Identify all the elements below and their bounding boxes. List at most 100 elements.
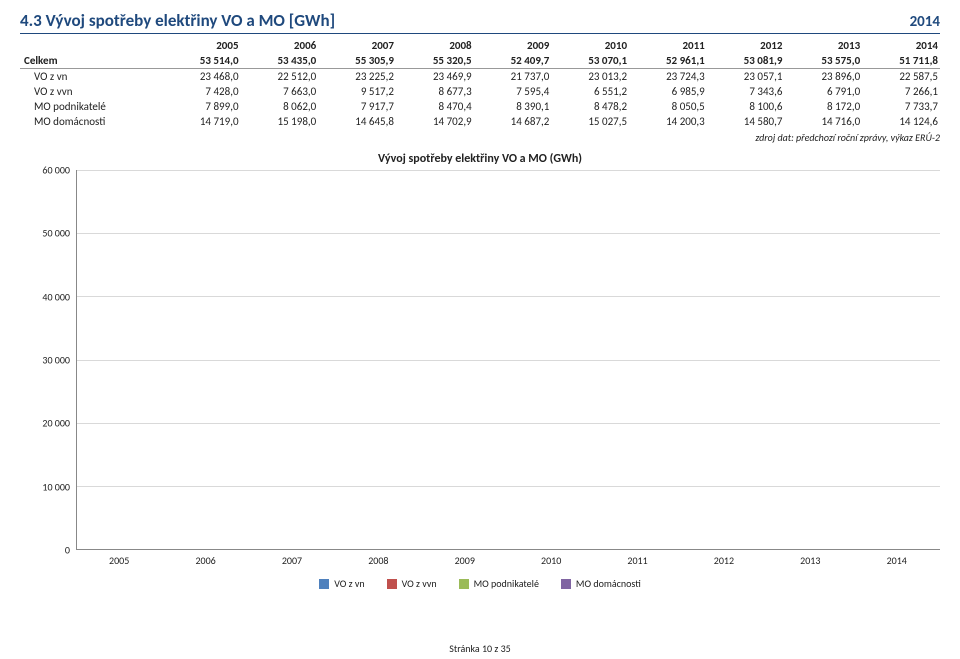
chart-legend-label: VO z vn [334, 577, 364, 590]
chart-gridline [77, 170, 940, 171]
table-header-year: 2008 [396, 38, 474, 53]
chart-x-label: 2011 [609, 550, 665, 567]
table-row: MO podnikatelé7 899,08 062,07 917,78 470… [20, 99, 940, 114]
table-cell: 14 702,9 [396, 114, 474, 129]
table-row: VO z vvn7 428,07 663,09 517,28 677,37 59… [20, 84, 940, 99]
chart-y-label: 30 000 [42, 354, 70, 367]
chart-y-axis: 010 00020 00030 00040 00050 00060 000 [20, 170, 76, 550]
table-header-year: 2006 [241, 38, 319, 53]
table-cell: 14 719,0 [163, 114, 241, 129]
table-cell: 55 320,5 [396, 53, 474, 69]
table-header-year: 2011 [629, 38, 707, 53]
table-cell: 8 172,0 [784, 99, 862, 114]
table-header-year: 2010 [551, 38, 629, 53]
chart-y-label: 60 000 [42, 164, 70, 177]
table-cell: 51 711,8 [862, 53, 940, 69]
table-cell: 8 470,4 [396, 99, 474, 114]
chart-x-label: 2014 [869, 550, 925, 567]
chart-legend-swatch [459, 579, 469, 589]
table-body: Celkem53 514,053 435,055 305,955 320,552… [20, 53, 940, 129]
table-cell: 14 124,6 [862, 114, 940, 129]
table-cell: 53 081,9 [707, 53, 785, 69]
table-cell: 55 305,9 [318, 53, 396, 69]
table-header-year: 2013 [784, 38, 862, 53]
table-cell: 53 435,0 [241, 53, 319, 69]
chart-x-label: 2012 [696, 550, 752, 567]
table-cell: 8 390,1 [474, 99, 552, 114]
table-cell: 7 733,7 [862, 99, 940, 114]
chart-legend-item: MO podnikatelé [459, 577, 539, 590]
table-header-year: 2014 [862, 38, 940, 53]
table-row: Celkem53 514,053 435,055 305,955 320,552… [20, 53, 940, 69]
table-cell: 7 595,4 [474, 84, 552, 99]
chart-legend-label: VO z vvn [402, 577, 437, 590]
table-cell: 8 062,0 [241, 99, 319, 114]
table-header-year: 2007 [318, 38, 396, 53]
table-cell: 52 409,7 [474, 53, 552, 69]
table-row-label: Celkem [20, 53, 163, 69]
table-row-label: MO domácnosti [20, 114, 163, 129]
section-title: 4.3 Vývoj spotřeby elektřiny VO a MO [GW… [20, 10, 335, 31]
chart-y-label: 40 000 [42, 290, 70, 303]
table-cell: 7 428,0 [163, 84, 241, 99]
table-cell: 14 645,8 [318, 114, 396, 129]
chart-gridline [77, 360, 940, 361]
table-cell: 23 057,1 [707, 69, 785, 85]
chart-y-label: 10 000 [42, 480, 70, 493]
table-row: MO domácnosti14 719,015 198,014 645,814 … [20, 114, 940, 129]
chart-x-label: 2013 [782, 550, 838, 567]
table-cell: 7 663,0 [241, 84, 319, 99]
chart-legend-label: MO domácnosti [576, 577, 641, 590]
chart-legend-swatch [387, 579, 397, 589]
table-cell: 23 225,2 [318, 69, 396, 85]
chart-y-label: 20 000 [42, 417, 70, 430]
chart-y-label: 50 000 [42, 227, 70, 240]
chart-x-label: 2008 [350, 550, 406, 567]
chart-legend-item: MO domácnosti [561, 577, 641, 590]
chart-x-label: 2009 [437, 550, 493, 567]
table-cell: 7 343,6 [707, 84, 785, 99]
table-cell: 52 961,1 [629, 53, 707, 69]
chart-x-labels: 2005 2006 2007 2008 2009 2010 2011 2012 2013 2014 [76, 550, 940, 567]
chart-plot [76, 170, 940, 550]
table-cell: 15 198,0 [241, 114, 319, 129]
chart-gridline [77, 486, 940, 487]
table-cell: 14 687,2 [474, 114, 552, 129]
chart-legend-item: VO z vn [319, 577, 364, 590]
chart-x-label: 2010 [523, 550, 579, 567]
chart-title: Vývoj spotřeby elektřiny VO a MO (GWh) [20, 152, 940, 166]
chart-area: Vývoj spotřeby elektřiny VO a MO (GWh) 0… [20, 152, 940, 590]
table-header-row: 2005200620072008200920102011201220132014 [20, 38, 940, 53]
table-cell: 8 677,3 [396, 84, 474, 99]
table-cell: 22 587,5 [862, 69, 940, 85]
table-cell: 6 551,2 [551, 84, 629, 99]
table-cell: 6 791,0 [784, 84, 862, 99]
chart-gridline [77, 296, 940, 297]
chart-legend: VO z vn VO z vvn MO podnikatelé MO domácnos… [20, 577, 940, 590]
chart-box: 010 00020 00030 00040 00050 00060 000 [20, 170, 940, 550]
chart-x-label: 2007 [264, 550, 320, 567]
table-row-label: MO podnikatelé [20, 99, 163, 114]
table-row-label: VO z vn [20, 69, 163, 85]
table-header-year: 2009 [474, 38, 552, 53]
table-cell: 7 917,7 [318, 99, 396, 114]
chart-x-label: 2005 [91, 550, 147, 567]
chart-y-label: 0 [65, 544, 70, 557]
data-table: 2005200620072008200920102011201220132014… [20, 38, 940, 129]
table-cell: 7 266,1 [862, 84, 940, 99]
chart-x-axis: 2005 2006 2007 2008 2009 2010 2011 2012 2013 2014 [76, 550, 940, 567]
table-cell: 23 724,3 [629, 69, 707, 85]
section-year: 2014 [910, 13, 940, 31]
table-cell: 9 517,2 [318, 84, 396, 99]
table-cell: 23 013,2 [551, 69, 629, 85]
source-note: zdroj dat: předchozí roční zprávy, výkaz… [20, 131, 940, 144]
table-cell: 53 514,0 [163, 53, 241, 69]
table-cell: 15 027,5 [551, 114, 629, 129]
table-row-label: VO z vvn [20, 84, 163, 99]
table-cell: 7 899,0 [163, 99, 241, 114]
table-header-blank [20, 38, 163, 53]
chart-legend-swatch [561, 579, 571, 589]
chart-x-label: 2006 [178, 550, 234, 567]
table-cell: 8 050,5 [629, 99, 707, 114]
table-header-year: 2005 [163, 38, 241, 53]
